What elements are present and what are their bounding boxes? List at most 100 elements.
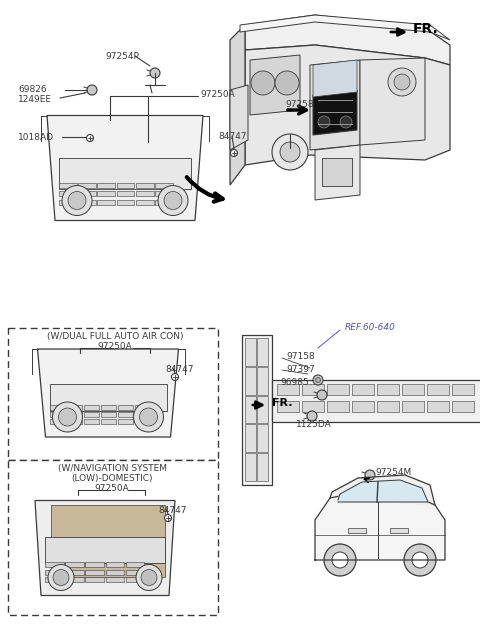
Text: FR.: FR. bbox=[272, 398, 292, 408]
Bar bbox=[78, 191, 96, 196]
Circle shape bbox=[164, 191, 182, 209]
Bar bbox=[45, 537, 165, 563]
Bar bbox=[85, 577, 104, 582]
Bar bbox=[65, 562, 84, 568]
Bar bbox=[85, 570, 104, 575]
Circle shape bbox=[272, 134, 308, 170]
Bar bbox=[118, 412, 133, 417]
Text: 84747: 84747 bbox=[165, 365, 193, 374]
Text: 96985: 96985 bbox=[280, 378, 309, 387]
Bar bbox=[67, 405, 82, 410]
Text: 1249EE: 1249EE bbox=[18, 95, 52, 104]
Bar bbox=[136, 200, 154, 205]
Circle shape bbox=[280, 142, 300, 162]
Circle shape bbox=[59, 408, 76, 426]
Polygon shape bbox=[47, 116, 203, 220]
Circle shape bbox=[313, 375, 323, 385]
Polygon shape bbox=[245, 45, 450, 165]
Bar bbox=[126, 562, 144, 568]
Text: 97254P: 97254P bbox=[105, 52, 139, 61]
Bar bbox=[136, 183, 154, 187]
Bar bbox=[155, 200, 173, 205]
Bar bbox=[352, 384, 373, 395]
Bar bbox=[377, 401, 399, 412]
Bar bbox=[117, 200, 134, 205]
Bar bbox=[59, 183, 77, 187]
Bar bbox=[84, 405, 99, 410]
Bar bbox=[106, 570, 124, 575]
Text: 97158: 97158 bbox=[286, 352, 315, 361]
Circle shape bbox=[332, 552, 348, 568]
Bar bbox=[245, 367, 256, 395]
Circle shape bbox=[404, 544, 436, 576]
Text: 84747: 84747 bbox=[158, 506, 187, 515]
Text: FR.: FR. bbox=[413, 22, 439, 36]
Circle shape bbox=[133, 402, 164, 432]
Circle shape bbox=[394, 74, 410, 90]
Bar bbox=[257, 395, 268, 424]
Circle shape bbox=[158, 186, 188, 216]
Polygon shape bbox=[313, 60, 357, 97]
Bar bbox=[245, 395, 256, 424]
Bar bbox=[49, 412, 65, 417]
Bar bbox=[302, 384, 324, 395]
Text: 97397: 97397 bbox=[286, 365, 315, 374]
Polygon shape bbox=[315, 492, 445, 560]
Circle shape bbox=[307, 411, 317, 421]
Bar bbox=[49, 405, 65, 410]
Circle shape bbox=[230, 150, 238, 157]
Circle shape bbox=[340, 116, 352, 128]
Text: (W/DUAL FULL AUTO AIR CON): (W/DUAL FULL AUTO AIR CON) bbox=[47, 332, 183, 341]
Bar bbox=[452, 401, 474, 412]
Bar bbox=[118, 419, 133, 424]
Bar bbox=[126, 570, 144, 575]
Bar bbox=[402, 401, 424, 412]
Circle shape bbox=[87, 85, 97, 95]
Polygon shape bbox=[245, 15, 450, 65]
Circle shape bbox=[53, 569, 69, 586]
Text: (W/NAVIGATION SYSTEM: (W/NAVIGATION SYSTEM bbox=[58, 464, 167, 473]
Bar bbox=[49, 384, 167, 411]
Polygon shape bbox=[315, 145, 360, 200]
Bar bbox=[106, 562, 124, 568]
Circle shape bbox=[150, 68, 160, 78]
Bar bbox=[85, 562, 104, 568]
Polygon shape bbox=[310, 60, 360, 150]
Bar bbox=[257, 453, 268, 481]
Circle shape bbox=[171, 374, 179, 381]
Bar bbox=[452, 384, 474, 395]
Text: 97254M: 97254M bbox=[375, 468, 411, 477]
Bar bbox=[45, 570, 64, 575]
Bar bbox=[135, 405, 150, 410]
Circle shape bbox=[275, 71, 299, 95]
Bar bbox=[272, 380, 480, 422]
Bar bbox=[302, 401, 324, 412]
Circle shape bbox=[48, 564, 74, 591]
Bar bbox=[245, 453, 256, 481]
Bar bbox=[65, 570, 84, 575]
Bar bbox=[242, 335, 272, 485]
Circle shape bbox=[68, 191, 86, 209]
Circle shape bbox=[62, 186, 92, 216]
Text: 97258: 97258 bbox=[285, 100, 313, 109]
Bar bbox=[45, 577, 64, 582]
Circle shape bbox=[365, 470, 375, 480]
Bar bbox=[117, 183, 134, 187]
Bar bbox=[257, 338, 268, 366]
Circle shape bbox=[412, 552, 428, 568]
Circle shape bbox=[251, 71, 275, 95]
Bar bbox=[135, 412, 150, 417]
Polygon shape bbox=[230, 85, 248, 150]
Bar bbox=[67, 412, 82, 417]
Circle shape bbox=[136, 564, 162, 591]
Text: 97250A: 97250A bbox=[97, 342, 132, 351]
Bar bbox=[97, 200, 115, 205]
Bar bbox=[97, 183, 115, 187]
Bar bbox=[348, 528, 366, 533]
Bar bbox=[101, 412, 116, 417]
Circle shape bbox=[86, 135, 94, 141]
Bar bbox=[59, 157, 191, 189]
Polygon shape bbox=[338, 480, 428, 502]
Bar bbox=[352, 401, 373, 412]
Bar bbox=[427, 401, 449, 412]
